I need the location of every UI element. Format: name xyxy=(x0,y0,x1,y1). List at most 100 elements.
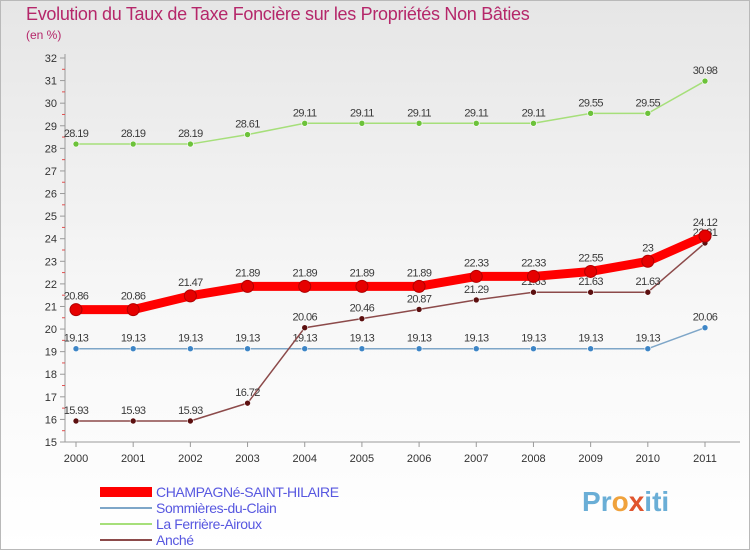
data-point xyxy=(641,254,655,268)
y-tick-label: 15 xyxy=(45,437,57,449)
data-label: 19.13 xyxy=(578,333,603,345)
legend-swatch-ferriere xyxy=(100,523,152,525)
y-tick-label: 27 xyxy=(45,166,57,178)
data-point xyxy=(415,306,423,313)
data-label: 21.89 xyxy=(350,267,375,279)
data-label: 28.19 xyxy=(64,128,89,140)
data-label: 29.11 xyxy=(293,107,317,119)
data-point xyxy=(187,417,194,425)
data-point xyxy=(587,345,594,353)
data-label: 15.93 xyxy=(178,405,203,417)
legend-label: CHAMPAGNé-SAINT-HILAIRE xyxy=(156,484,339,500)
data-point xyxy=(183,289,197,303)
y-tick-label: 22 xyxy=(45,279,57,291)
data-point xyxy=(129,345,137,353)
legend-item: Anché xyxy=(100,532,400,548)
data-label: 21.47 xyxy=(178,277,203,289)
data-point xyxy=(244,131,251,138)
chart-subtitle: (en %) xyxy=(26,28,62,42)
data-point xyxy=(187,345,194,353)
data-point xyxy=(644,288,652,296)
data-label: 29.11 xyxy=(522,107,546,119)
data-point xyxy=(698,229,712,243)
data-label: 28.61 xyxy=(235,119,260,131)
legend: CHAMPAGNé-SAINT-HILAIRE Sommières-du-Cla… xyxy=(100,484,400,548)
data-point xyxy=(298,279,312,293)
data-label: 20.86 xyxy=(121,291,146,303)
data-point xyxy=(301,345,309,353)
data-label: 19.13 xyxy=(235,333,260,345)
data-label: 19.13 xyxy=(521,333,546,345)
y-tick-label: 21 xyxy=(45,301,57,313)
data-label: 19.13 xyxy=(407,333,432,345)
x-tick-label: 2007 xyxy=(464,453,488,465)
legend-swatch-anche xyxy=(100,539,152,541)
y-tick-label: 32 xyxy=(45,53,57,65)
data-label: 28.19 xyxy=(178,128,203,140)
data-point xyxy=(701,324,709,332)
data-point xyxy=(72,417,80,425)
x-tick-label: 2003 xyxy=(235,453,259,465)
data-label: 21.89 xyxy=(235,267,260,279)
chart-title: Evolution du Taux de Taxe Foncière sur l… xyxy=(26,4,530,24)
series-line-3 xyxy=(75,242,706,422)
data-label: 22.55 xyxy=(578,252,603,264)
data-label: 20.06 xyxy=(693,312,718,324)
x-tick-label: 2010 xyxy=(636,453,660,465)
y-tick-label: 20 xyxy=(45,324,57,336)
data-label: 20.86 xyxy=(64,291,89,303)
data-label: 28.19 xyxy=(121,128,146,140)
y-tick-label: 18 xyxy=(45,369,57,381)
data-point xyxy=(644,345,652,353)
data-point xyxy=(530,345,537,353)
data-label: 20.06 xyxy=(292,312,317,324)
data-point xyxy=(69,303,83,317)
x-tick-label: 2001 xyxy=(121,453,145,465)
x-tick-label: 2006 xyxy=(407,453,431,465)
data-point xyxy=(526,269,540,283)
data-label: 21.63 xyxy=(636,276,661,288)
y-tick-label: 17 xyxy=(45,392,57,404)
data-point xyxy=(412,279,426,293)
data-label: 30.98 xyxy=(693,65,718,77)
y-tick-label: 30 xyxy=(45,98,57,110)
data-label: 19.13 xyxy=(464,333,489,345)
data-label: 19.13 xyxy=(121,333,146,345)
data-label: 15.93 xyxy=(64,405,89,417)
legend-label: Anché xyxy=(156,532,194,548)
data-point xyxy=(244,399,251,407)
data-label: 15.93 xyxy=(121,405,146,417)
x-tick-label: 2008 xyxy=(521,453,545,465)
legend-swatch-sommieres xyxy=(100,507,152,509)
data-label: 20.87 xyxy=(407,293,432,305)
data-label: 20.46 xyxy=(350,303,375,315)
data-label: 21.89 xyxy=(407,267,432,279)
data-label: 21.89 xyxy=(292,267,317,279)
data-label: 22.33 xyxy=(464,257,489,269)
legend-item: CHAMPAGNé-SAINT-HILAIRE xyxy=(100,484,400,500)
x-tick-label: 2004 xyxy=(292,453,316,465)
data-point xyxy=(72,140,80,148)
data-label: 21.29 xyxy=(464,284,489,296)
y-tick-label: 31 xyxy=(45,76,57,88)
x-tick-label: 2011 xyxy=(693,453,717,465)
y-tick-label: 24 xyxy=(45,234,57,246)
data-point xyxy=(187,140,194,148)
data-point xyxy=(358,315,366,322)
y-tick-label: 29 xyxy=(45,121,57,133)
data-point xyxy=(587,110,594,117)
data-point xyxy=(301,119,309,127)
x-tick-label: 2000 xyxy=(64,453,88,465)
y-tick-label: 28 xyxy=(45,143,57,155)
data-point xyxy=(72,345,80,353)
data-point xyxy=(472,119,480,127)
data-point xyxy=(701,77,709,85)
data-point xyxy=(587,288,594,296)
data-point xyxy=(129,140,137,148)
data-label: 19.13 xyxy=(64,333,89,345)
y-tick-label: 26 xyxy=(45,189,57,201)
legend-item: Sommières-du-Clain xyxy=(100,500,400,516)
legend-swatch-champagne xyxy=(100,487,152,497)
legend-item: La Ferrière-Airoux xyxy=(100,516,400,532)
data-point xyxy=(358,345,366,353)
